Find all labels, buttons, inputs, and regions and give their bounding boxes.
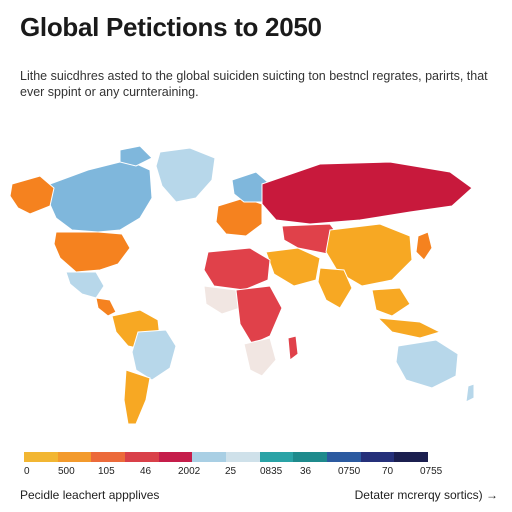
legend-label: 105 xyxy=(98,466,115,477)
region-indonesia xyxy=(376,317,442,339)
legend-label: 25 xyxy=(225,466,237,477)
legend-label: 70 xyxy=(382,466,394,477)
legend-label: 0 xyxy=(24,466,30,477)
legend-swatch xyxy=(125,452,159,462)
region-china xyxy=(325,223,413,287)
legend-swatch xyxy=(259,452,294,462)
region-arctic-islands xyxy=(119,145,153,167)
region-brazil xyxy=(131,329,177,381)
page-title: Global Petictions to 2050 xyxy=(20,12,322,42)
region-new-zealand xyxy=(465,383,475,403)
region-central-america xyxy=(95,297,117,317)
region-japan xyxy=(415,231,433,261)
legend-label: 0835 xyxy=(260,466,283,477)
legend-swatch xyxy=(57,452,92,462)
region-india xyxy=(317,267,353,309)
page-subtitle: Lithe suicdhres asted to the global suic… xyxy=(20,69,488,99)
world-map xyxy=(9,145,475,425)
region-central-africa xyxy=(235,285,283,345)
legend-swatch xyxy=(192,452,227,462)
region-southern-africa xyxy=(243,337,277,377)
legend-swatch xyxy=(394,452,429,462)
region-middle-east xyxy=(265,247,321,287)
region-europe-west xyxy=(215,197,263,237)
region-australia xyxy=(395,339,459,389)
legend-label: 0750 xyxy=(338,466,361,477)
region-southeast-asia xyxy=(371,287,411,317)
region-madagascar xyxy=(287,335,299,361)
legend-label: 0755 xyxy=(420,466,443,477)
footer-right-link[interactable]: Detater mcrerqy sortics) → xyxy=(354,488,498,502)
legend-swatch xyxy=(91,452,126,462)
region-usa xyxy=(53,231,131,273)
region-mexico xyxy=(65,271,105,299)
region-west-africa xyxy=(203,285,241,315)
region-north-africa xyxy=(203,247,271,291)
legend-swatch xyxy=(158,452,193,462)
region-russia xyxy=(261,161,473,225)
legend-color-bar xyxy=(24,452,429,462)
region-alaska xyxy=(9,175,55,215)
region-southern-cone xyxy=(123,369,151,425)
legend-swatch xyxy=(24,452,58,462)
region-greenland xyxy=(155,147,216,203)
legend-swatch xyxy=(226,452,260,462)
region-canada xyxy=(47,159,153,233)
legend-swatch xyxy=(327,452,361,462)
legend-swatch xyxy=(293,452,328,462)
legend-label: 36 xyxy=(300,466,312,477)
legend-labels: 0 500 105 46 2002 25 0835 36 0750 70 0755 xyxy=(20,466,443,480)
legend-label: 46 xyxy=(140,466,152,477)
legend-label: 500 xyxy=(58,466,75,477)
legend-swatch xyxy=(360,452,395,462)
footer-left-text: Pecidle leachert appplives xyxy=(20,488,160,502)
legend-label: 2002 xyxy=(178,466,201,477)
